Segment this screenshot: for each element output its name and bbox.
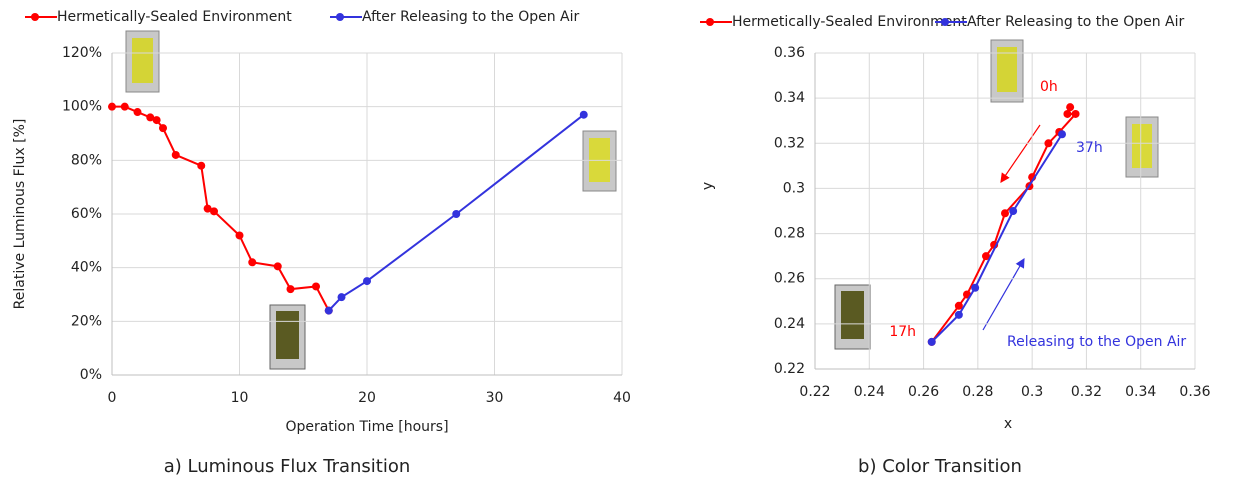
point [324, 306, 333, 315]
point [1044, 139, 1053, 148]
y-tick-label: 100% [62, 99, 102, 115]
y-tick-label: 0.36 [774, 45, 805, 61]
point [273, 262, 282, 271]
point [120, 102, 129, 111]
y-tick-label: 0.28 [774, 226, 805, 242]
x-tick-label: 0 [108, 390, 117, 406]
point [1063, 109, 1072, 118]
series-line [112, 105, 330, 312]
annotation: 0h [1040, 79, 1058, 95]
point [1001, 209, 1009, 218]
arrow [982, 257, 1025, 331]
point [1066, 103, 1075, 112]
point [146, 113, 155, 122]
point [954, 301, 963, 310]
x-tick-label: 0.32 [1071, 384, 1102, 400]
x-tick-label: 10 [231, 390, 249, 406]
y-tick-label: 0.3 [783, 180, 805, 196]
annotation: 37h [1076, 140, 1103, 156]
y-tick-label: 0.24 [774, 316, 805, 332]
annotation: 17h [889, 324, 916, 340]
point [210, 207, 218, 216]
y-tick-label: 0.22 [774, 361, 805, 377]
point [171, 150, 180, 159]
arrow [1000, 124, 1041, 183]
thumb-fill [997, 47, 1017, 92]
x-tick-label: 0.22 [799, 384, 830, 400]
point [152, 116, 161, 125]
x-tick-label: 0.3 [1021, 384, 1043, 400]
x-tick-label: 30 [486, 390, 504, 406]
point [954, 310, 963, 319]
legend-label: After Releasing to the Open Air [967, 14, 1184, 30]
x-tick-label: 0.34 [1125, 384, 1156, 400]
caption: b) Color Transition [858, 456, 1022, 477]
x-tick-label: 0.26 [908, 384, 939, 400]
point [108, 102, 116, 111]
x-axis-label: Operation Time [hours] [285, 419, 448, 435]
x-tick-label: 40 [613, 390, 631, 406]
caption: a) Luminous Flux Transition [164, 456, 411, 477]
thumbnails [125, 30, 1159, 370]
legend-marker [706, 18, 714, 26]
point [579, 110, 588, 119]
y-tick-label: 20% [71, 313, 102, 329]
x-axis-label: x [1004, 416, 1012, 432]
point [982, 252, 990, 261]
annotation: Releasing to the Open Air [1007, 334, 1186, 350]
legend-marker [336, 13, 344, 21]
legend-label: After Releasing to the Open Air [362, 9, 579, 25]
y-axis-label: Relative Luminous Flux [%] [12, 119, 28, 310]
legend-marker [941, 18, 949, 26]
x-tick-label: 0.36 [1179, 384, 1210, 400]
point [248, 258, 257, 267]
thumb-fill [276, 311, 299, 359]
point [452, 210, 461, 218]
point [203, 204, 212, 213]
point [133, 108, 142, 117]
point [197, 161, 206, 170]
y-tick-label: 0.32 [774, 135, 805, 151]
y-tick-label: 120% [62, 45, 102, 61]
y-tick-label: 0.34 [774, 90, 805, 106]
point [363, 277, 371, 286]
thumb-fill [132, 38, 153, 83]
thumb-fill [841, 291, 864, 339]
point [235, 231, 244, 240]
point [286, 285, 295, 294]
thumb-fill [1132, 124, 1152, 168]
y-tick-label: 40% [71, 260, 102, 276]
y-tick-label: 80% [71, 152, 102, 168]
point [1058, 130, 1066, 139]
point [312, 282, 320, 291]
point [1009, 207, 1018, 215]
y-tick-label: 0% [80, 367, 102, 383]
legend-label: Hermetically-Sealed Environment [57, 9, 292, 25]
point [1071, 109, 1080, 118]
y-tick-label: 60% [71, 206, 102, 222]
x-tick-label: 0.28 [962, 384, 993, 400]
point [337, 293, 346, 302]
x-tick-label: 0.24 [854, 384, 885, 400]
x-tick-label: 20 [358, 390, 376, 406]
y-axis-label: y [700, 182, 716, 190]
point [159, 124, 167, 133]
series-line [930, 106, 1078, 343]
legend-marker [31, 13, 39, 21]
legend-label: Hermetically-Sealed Environment [732, 14, 967, 30]
point [927, 337, 936, 346]
point [971, 283, 980, 292]
y-tick-label: 0.26 [774, 271, 805, 287]
